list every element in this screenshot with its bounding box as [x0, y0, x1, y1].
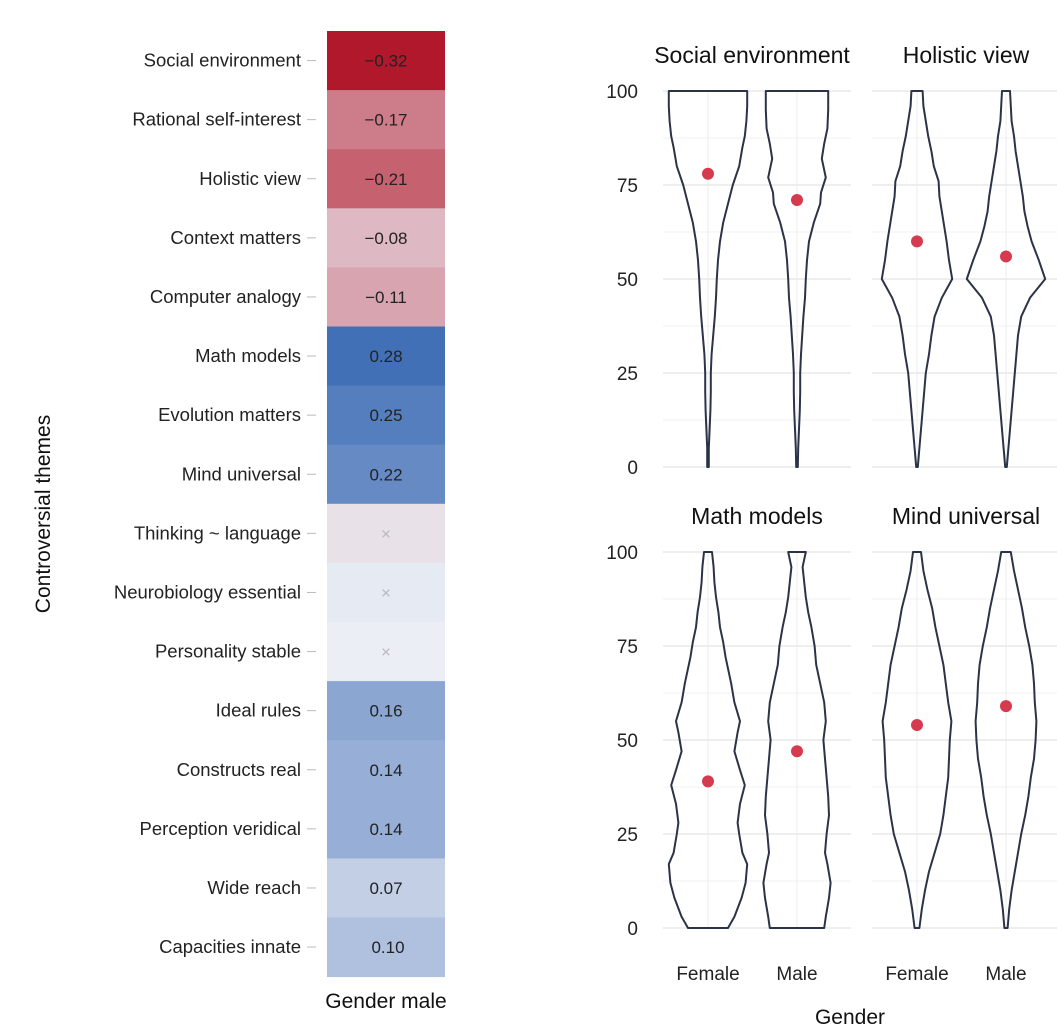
x-tick-label: Male — [776, 964, 817, 985]
heatmap-row-label: Evolution matters — [158, 404, 301, 425]
x-tick-label: Female — [885, 964, 948, 985]
violin-mean-dot — [791, 194, 803, 207]
violin-panel: 0 25 50 75 100 Math models Female Male — [606, 503, 851, 985]
heatmap-cell-label: 0.14 — [369, 761, 402, 780]
heatmap-row-label: Computer analogy — [150, 286, 302, 307]
heatmap-row-label: Constructs real — [177, 759, 301, 780]
heatmap-cell — [327, 858, 445, 918]
heatmap-row-label: Capacities innate — [159, 936, 301, 957]
heatmap-row-label: Context matters — [170, 227, 301, 248]
heatmap-row-label: Thinking ~ language — [134, 522, 301, 543]
heatmap-row-label: Personality stable — [155, 641, 301, 662]
heatmap-row-label: Social environment — [144, 50, 301, 71]
y-tick-label: 25 — [617, 825, 638, 846]
violin-shape — [764, 90, 830, 468]
heatmap-cell-label: −0.32 — [364, 52, 407, 71]
violin-panel: 0 25 50 75 100 Social environment — [606, 42, 851, 479]
heatmap-cell-label: 0.14 — [369, 820, 402, 839]
heatmap-cells: −0.32 −0.17 −0.21 −0.08 −0.11 0.28 0.25 0.22 × × ×… — [327, 31, 445, 978]
violin-panel-title: Social environment — [654, 42, 850, 68]
y-tick-label: 50 — [617, 731, 638, 752]
y-tick-label: 25 — [617, 364, 638, 385]
heatmap-cell-label: 0.25 — [369, 406, 402, 425]
violin-mean-dot — [1000, 700, 1012, 713]
violin-shape — [974, 551, 1038, 929]
violin-mean-dot — [911, 235, 923, 248]
y-tick-label: 0 — [627, 919, 638, 940]
violin-panel-title: Mind universal — [892, 503, 1040, 529]
heatmap-cell-label: −0.11 — [365, 288, 407, 307]
heatmap-cell — [327, 503, 445, 564]
heatmap-row-label: Holistic view — [199, 168, 301, 189]
heatmap-ylabel: Controversial themes — [32, 415, 55, 613]
heatmap-cell — [327, 267, 445, 327]
heatmap-row-label: Neurobiology essential — [114, 581, 301, 602]
y-tick-label: 75 — [617, 637, 638, 658]
violin-mean-dot — [702, 775, 714, 788]
violin-mean-dot — [1000, 250, 1012, 263]
heatmap-cell-label: 0.22 — [369, 465, 402, 484]
heatmap-cell-label: −0.08 — [364, 229, 407, 248]
heatmap-cell-label: 0.10 — [371, 938, 404, 957]
violin-shape — [667, 551, 749, 929]
x-tick-label: Male — [985, 964, 1026, 985]
heatmap-cell — [327, 149, 445, 209]
heatmap-cell-label: 0.16 — [369, 702, 402, 721]
heatmap-row-label: Ideal rules — [216, 700, 301, 721]
violin-panel-title: Math models — [691, 503, 823, 529]
heatmap-row-label: Perception veridical — [140, 818, 301, 839]
violin-shape — [881, 551, 953, 929]
heatmap-cell — [327, 90, 445, 150]
heatmap-cell — [327, 444, 445, 505]
heatmap-cell — [327, 681, 445, 741]
violin-xlabel: Gender — [815, 1006, 885, 1029]
heatmap-cell — [327, 917, 445, 978]
heatmap-cell — [327, 799, 445, 859]
heatmap-row-label: Rational self-interest — [132, 109, 301, 130]
heatmap-cell-label: −0.21 — [364, 170, 407, 189]
violin-shape — [667, 90, 749, 468]
heatmap-cell-label: −0.17 — [364, 111, 407, 130]
violin-panel: Mind universal Female Male — [872, 503, 1057, 985]
violin-shape — [965, 90, 1047, 468]
violin-shape — [880, 90, 954, 468]
heatmap-row-label: Wide reach — [207, 877, 301, 898]
heatmap-cell-label: × — [381, 524, 391, 543]
x-tick-label: Female — [676, 964, 739, 985]
heatmap-cell-label: × — [381, 583, 391, 602]
heatmap-cell-label: 0.28 — [369, 347, 402, 366]
violin-panels: 0 25 50 75 100 Social environment Holistic vie… — [606, 42, 1057, 985]
heatmap-cell — [327, 385, 445, 446]
heatmap-cell — [327, 208, 445, 268]
heatmap-cell — [327, 562, 445, 623]
heatmap-cell — [327, 740, 445, 800]
y-tick-label: 100 — [606, 82, 638, 103]
y-tick-label: 0 — [627, 458, 638, 479]
heatmap-cell — [327, 31, 445, 91]
violin-panel-title: Holistic view — [903, 42, 1030, 68]
violin-mean-dot — [702, 167, 714, 180]
violin-mean-dot — [911, 718, 923, 731]
heatmap-cell-label: × — [381, 643, 391, 662]
y-tick-label: 75 — [617, 176, 638, 197]
heatmap-row-label: Mind universal — [182, 463, 301, 484]
heatmap-row-labels: Social environment Rational self-interest… — [114, 50, 316, 957]
heatmap-cell-label: 0.07 — [369, 879, 402, 898]
heatmap-xlabel: Gender male — [325, 990, 446, 1013]
violin-shape — [762, 551, 832, 929]
dendrogram — [460, 61, 475, 888]
heatmap-panel: −0.32 −0.17 −0.21 −0.08 −0.11 0.28 0.25 0.22 × × ×… — [32, 31, 475, 1013]
violin-panel: Holistic view — [872, 42, 1057, 468]
heatmap-cell — [327, 326, 445, 387]
heatmap-cell — [327, 622, 445, 682]
y-tick-label: 50 — [617, 270, 638, 291]
violin-mean-dot — [791, 745, 803, 758]
y-tick-label: 100 — [606, 543, 638, 564]
heatmap-row-label: Math models — [195, 345, 301, 366]
